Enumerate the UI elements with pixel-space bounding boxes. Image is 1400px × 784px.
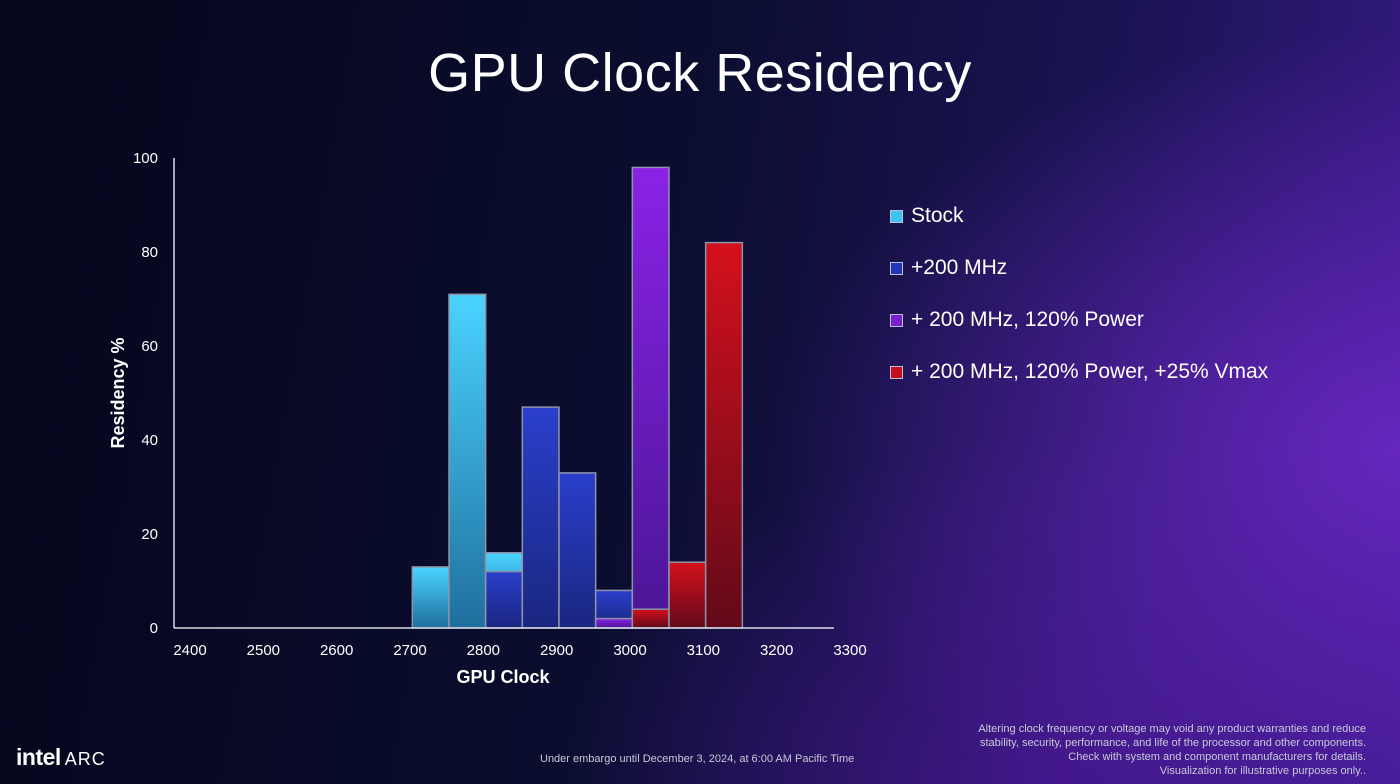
x-tick-label: 3000	[613, 642, 646, 659]
legend-item-200mhz-power-vmax: + 200 MHz, 120% Power, +25% Vmax	[890, 346, 1268, 398]
legend-label-200mhz: +200 MHz	[911, 256, 1008, 279]
bar-200-mhz-120-power-25-vmax-3100	[668, 561, 707, 629]
bar-stock-2750	[411, 566, 450, 629]
bar-200-mhz-2850	[484, 570, 524, 629]
y-tick-label: 100	[133, 150, 158, 167]
bar-200-mhz-2900	[521, 406, 560, 629]
chart-title: GPU Clock Residency	[428, 43, 972, 103]
legend-item-stock: Stock	[890, 190, 1268, 242]
legend-label-stock: Stock	[911, 204, 964, 227]
bar-stock-2800	[448, 293, 487, 629]
y-tick-label: 0	[150, 620, 158, 637]
x-tick-label: 3100	[687, 642, 720, 659]
bar-200-mhz-2950	[558, 472, 597, 629]
y-tick-label: 40	[141, 432, 158, 449]
x-tick-label: 2800	[467, 642, 500, 659]
embargo-notice: Under embargo until December 3, 2024, at…	[540, 753, 855, 765]
bar-200-mhz-120-power-25-vmax-3150	[704, 241, 744, 629]
legend-label-200mhz-power-vmax: + 200 MHz, 120% Power, +25% Vmax	[911, 360, 1269, 383]
logo-arc-text: ARC	[64, 749, 106, 769]
disclaimer-line: stability, security, performance, and li…	[979, 737, 1366, 749]
legend-swatch-200mhz-power-vmax	[890, 365, 903, 379]
x-tick-label: 2900	[540, 642, 573, 659]
legend-swatch-stock	[890, 209, 903, 223]
bar-200-mhz-120-power-25-vmax-3050	[631, 608, 670, 629]
x-tick-label: 2600	[320, 642, 353, 659]
bar-200-mhz-120-power-3000	[594, 617, 634, 629]
y-axis-title: Residency %	[108, 337, 128, 448]
legend-item-200mhz: +200 MHz	[890, 242, 1268, 294]
legend-swatch-200mhz	[890, 261, 903, 275]
disclaimer-line: Altering clock frequency or voltage may …	[978, 723, 1366, 735]
x-axis-title: GPU Clock	[456, 667, 550, 687]
x-tick-label: 2500	[247, 642, 280, 659]
x-tick-label: 2700	[393, 642, 426, 659]
legend-item-200mhz-power: + 200 MHz, 120% Power	[890, 294, 1268, 346]
y-tick-label: 60	[141, 338, 158, 355]
intel-arc-logo: intel ARC	[16, 744, 106, 771]
legend: Stock +200 MHz + 200 MHz, 120% Power + 2…	[890, 190, 1268, 398]
x-tick-label: 2400	[173, 642, 206, 659]
legend-swatch-200mhz-power	[890, 313, 903, 327]
disclaimer-line: Visualization for illustrative purposes …	[1159, 765, 1366, 777]
bar-200-mhz-120-power-3050	[631, 166, 670, 629]
y-tick-label: 80	[141, 244, 158, 261]
legend-label-200mhz-power: + 200 MHz, 120% Power	[911, 308, 1144, 331]
x-tick-label: 3300	[833, 642, 866, 659]
y-tick-label: 20	[141, 526, 158, 543]
disclaimer-line: Check with system and component manufact…	[1068, 751, 1366, 763]
logo-intel-text: intel	[16, 744, 61, 770]
x-tick-label: 3200	[760, 642, 793, 659]
disclaimer: Altering clock frequency or voltage may …	[896, 722, 1366, 778]
